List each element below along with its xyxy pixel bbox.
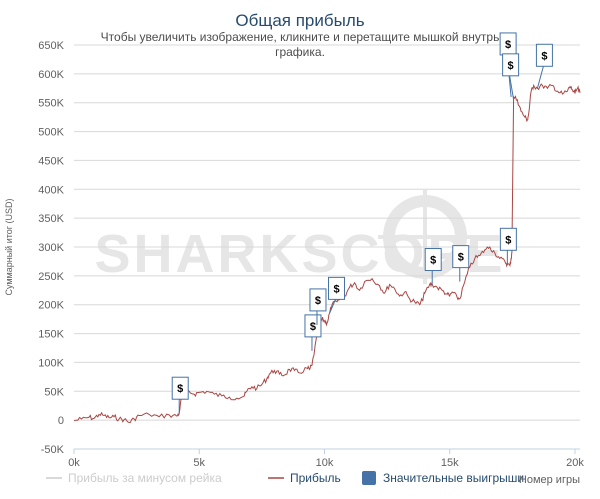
legend-swatch-big-wins: [362, 471, 376, 485]
big-win-flag-label: $: [333, 283, 339, 295]
y-tick-label: 400K: [38, 184, 64, 196]
big-win-flag-box: [309, 288, 327, 312]
big-win-flag-box: [499, 227, 517, 251]
y-tick-label: 200K: [38, 300, 64, 312]
big-win-flag[interactable]: $: [502, 53, 520, 100]
big-win-flag[interactable]: $: [424, 248, 442, 285]
big-win-flag-label: $: [505, 39, 511, 51]
big-win-flag[interactable]: $: [328, 276, 346, 314]
y-tick-label: -50K: [41, 444, 65, 456]
big-win-flag-label: $: [315, 295, 321, 307]
big-win-flag-label: $: [458, 252, 464, 264]
big-win-flag-label: $: [505, 234, 511, 246]
big-win-flag-label: $: [430, 255, 436, 267]
y-tick-label: 350K: [38, 213, 64, 225]
x-tick-label: 20k: [566, 457, 584, 469]
watermark: SHARKSCOPE: [94, 224, 505, 284]
big-win-flag[interactable]: $: [499, 227, 517, 265]
y-gridlines: [74, 44, 580, 450]
legend-label-profit: Прибыль: [290, 471, 341, 485]
big-win-flag-box: [502, 53, 520, 77]
x-tick-label: 0k: [68, 457, 80, 469]
big-win-flag-label: $: [310, 321, 316, 333]
big-win-flag-box: [328, 276, 346, 300]
y-tick-label: 250K: [38, 271, 64, 283]
legend-item-big-wins[interactable]: Значительные выигрыши: [362, 471, 524, 485]
chart-subtitle-line-2: графика.: [275, 45, 325, 59]
y-tick-label: 150K: [38, 329, 64, 341]
big-win-markers: $ $ $ $ $ $ $ $ $ $: [171, 32, 553, 414]
big-win-flag[interactable]: $: [309, 288, 327, 325]
big-win-flag-pin: [329, 299, 336, 314]
big-win-flag-label: $: [508, 60, 514, 72]
x-axis-label: Номер игры: [519, 474, 580, 486]
y-tick-label: 300K: [38, 242, 64, 254]
big-win-flag-pin: [536, 66, 544, 89]
y-tick-label: 550K: [38, 98, 64, 110]
y-axis-tick-labels: -50K 0 50K 100K 150K 200K 250K 300K 350K 400K 450K…: [38, 40, 64, 456]
big-win-flag[interactable]: $: [535, 43, 553, 89]
chart-subtitle-line-1: Чтобы увеличить изображение, кликните и …: [101, 30, 500, 44]
y-tick-label: 50K: [44, 386, 64, 398]
big-win-flag[interactable]: $: [304, 314, 322, 351]
y-tick-label: 600K: [38, 69, 64, 81]
y-tick-label: 0: [58, 415, 64, 427]
chart-title: Общая прибыль: [235, 11, 364, 30]
big-win-flag-box: [535, 43, 553, 67]
legend-item-profit[interactable]: Прибыль: [268, 471, 341, 485]
x-axis: 0k 5k 10k 15k 20k: [68, 448, 584, 469]
y-tick-label: 500K: [38, 127, 64, 139]
y-tick-label: 450K: [38, 155, 64, 167]
y-tick-label: 650K: [38, 40, 64, 52]
big-win-flag[interactable]: $: [452, 245, 470, 282]
big-win-flag[interactable]: $: [171, 376, 189, 414]
big-win-flag-box: [171, 376, 189, 400]
legend-label-big-wins: Значительные выигрыши: [383, 471, 524, 485]
big-win-flag-label: $: [541, 50, 547, 62]
big-win-flag-box: [452, 245, 470, 269]
x-tick-label: 5k: [193, 457, 205, 469]
legend: Прибыль за минусом рейка Прибыль Значите…: [46, 471, 524, 485]
big-win-flag-label: $: [177, 383, 183, 395]
legend-label-rake: Прибыль за минусом рейка: [68, 471, 222, 485]
y-tick-label: 100K: [38, 357, 64, 369]
big-win-flag-box: [424, 248, 442, 272]
legend-item-rake[interactable]: Прибыль за минусом рейка: [46, 471, 222, 485]
x-tick-label: 15k: [441, 457, 459, 469]
y-axis-label: Суммарный итог (USD): [4, 198, 14, 295]
big-win-flag-pin: [509, 75, 515, 100]
x-tick-label: 10k: [316, 457, 334, 469]
